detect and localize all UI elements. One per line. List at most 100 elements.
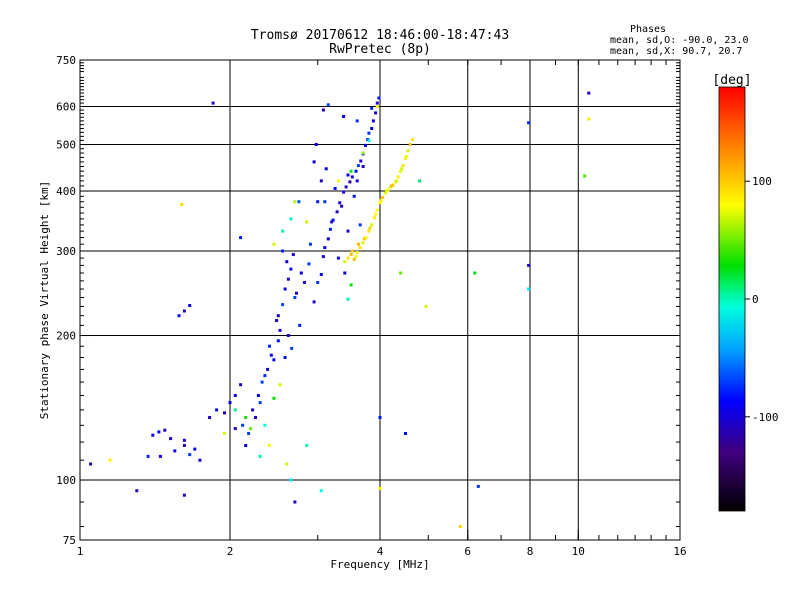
x-tick-label: 2 <box>227 545 234 558</box>
data-point <box>378 416 382 419</box>
data-point <box>323 246 327 250</box>
data-point <box>291 253 295 256</box>
data-point <box>399 271 403 275</box>
data-point <box>177 314 181 318</box>
data-point <box>344 185 348 189</box>
data-point <box>305 220 309 224</box>
data-point <box>182 444 186 447</box>
data-point <box>180 203 184 206</box>
colorbar-tick-label: 100 <box>752 175 772 188</box>
data-point <box>215 408 219 412</box>
data-point <box>223 411 226 415</box>
data-point <box>338 201 342 205</box>
data-point <box>281 303 285 307</box>
data-point <box>241 423 245 427</box>
data-point <box>404 156 407 160</box>
data-point <box>424 304 428 308</box>
data-point <box>276 339 280 343</box>
data-point <box>295 291 298 295</box>
data-point <box>358 223 362 227</box>
data-point <box>233 394 237 397</box>
data-point <box>358 246 362 250</box>
data-point <box>223 432 226 435</box>
data-point <box>527 287 531 291</box>
x-tick-label: 10 <box>572 545 585 558</box>
data-point <box>182 438 186 442</box>
data-point <box>163 428 167 432</box>
data-point <box>249 427 253 431</box>
data-point <box>326 237 330 241</box>
data-point <box>346 256 350 260</box>
colorbar-tick-label: 0 <box>752 293 759 306</box>
y-axis-label: Stationary phase Virtual Height [km] <box>38 181 51 419</box>
data-point <box>258 454 262 458</box>
data-point <box>404 432 407 435</box>
phases-x-stats: mean, sd,X: 90.7, 20.7 <box>610 46 742 57</box>
data-point <box>367 138 371 142</box>
data-point <box>321 108 325 112</box>
data-point <box>89 462 93 466</box>
y-tick-label: 100 <box>56 474 76 487</box>
data-point <box>263 423 267 427</box>
data-point <box>208 416 212 419</box>
data-point <box>272 358 276 362</box>
data-point <box>193 447 197 451</box>
data-point <box>354 169 358 173</box>
data-point <box>108 458 112 462</box>
colorbar-tick-label: -100 <box>752 411 779 424</box>
y-tick-label: 750 <box>56 54 76 67</box>
data-point <box>319 273 323 276</box>
data-point <box>374 111 378 115</box>
data-point <box>333 187 337 190</box>
data-point <box>476 484 480 488</box>
data-point <box>340 204 344 208</box>
y-tick-label: 75 <box>63 534 76 547</box>
data-point <box>354 255 358 259</box>
data-point <box>370 106 374 110</box>
data-point <box>272 242 276 246</box>
data-point <box>151 433 155 437</box>
data-point <box>286 334 290 337</box>
colorbar-ticks: 100 0 -100 <box>745 175 779 424</box>
data-point <box>289 267 293 271</box>
data-point <box>368 226 372 230</box>
data-point <box>135 489 139 493</box>
data-point <box>349 283 353 287</box>
data-point <box>355 250 359 254</box>
y-tick-label: 300 <box>56 245 76 258</box>
data-point <box>323 200 327 204</box>
data-point <box>283 356 287 359</box>
data-point <box>352 194 356 198</box>
data-point <box>293 296 297 299</box>
data-point <box>367 131 371 135</box>
x-tick-label: 4 <box>377 545 384 558</box>
data-point <box>361 165 365 168</box>
data-point <box>395 179 399 183</box>
data-point <box>331 218 335 222</box>
data-point <box>182 309 186 313</box>
data-point <box>336 256 340 260</box>
data-point <box>375 105 379 108</box>
data-point <box>173 449 177 453</box>
data-point <box>587 117 591 121</box>
data-point <box>258 401 262 405</box>
data-point <box>418 179 421 183</box>
data-point <box>342 190 346 194</box>
data-point <box>400 167 404 171</box>
data-point <box>362 237 366 241</box>
data-point <box>263 374 267 378</box>
data-point <box>350 249 354 253</box>
colorbar <box>719 87 745 511</box>
data-point <box>350 175 354 179</box>
data-point <box>268 344 271 348</box>
data-point <box>316 281 320 284</box>
data-point <box>342 115 346 118</box>
data-point <box>330 220 334 224</box>
data-point <box>228 401 232 405</box>
data-point <box>349 253 353 256</box>
data-point <box>312 160 316 164</box>
data-point <box>244 416 248 419</box>
data-point <box>319 179 323 183</box>
data-point <box>359 159 363 163</box>
data-point <box>298 323 302 327</box>
